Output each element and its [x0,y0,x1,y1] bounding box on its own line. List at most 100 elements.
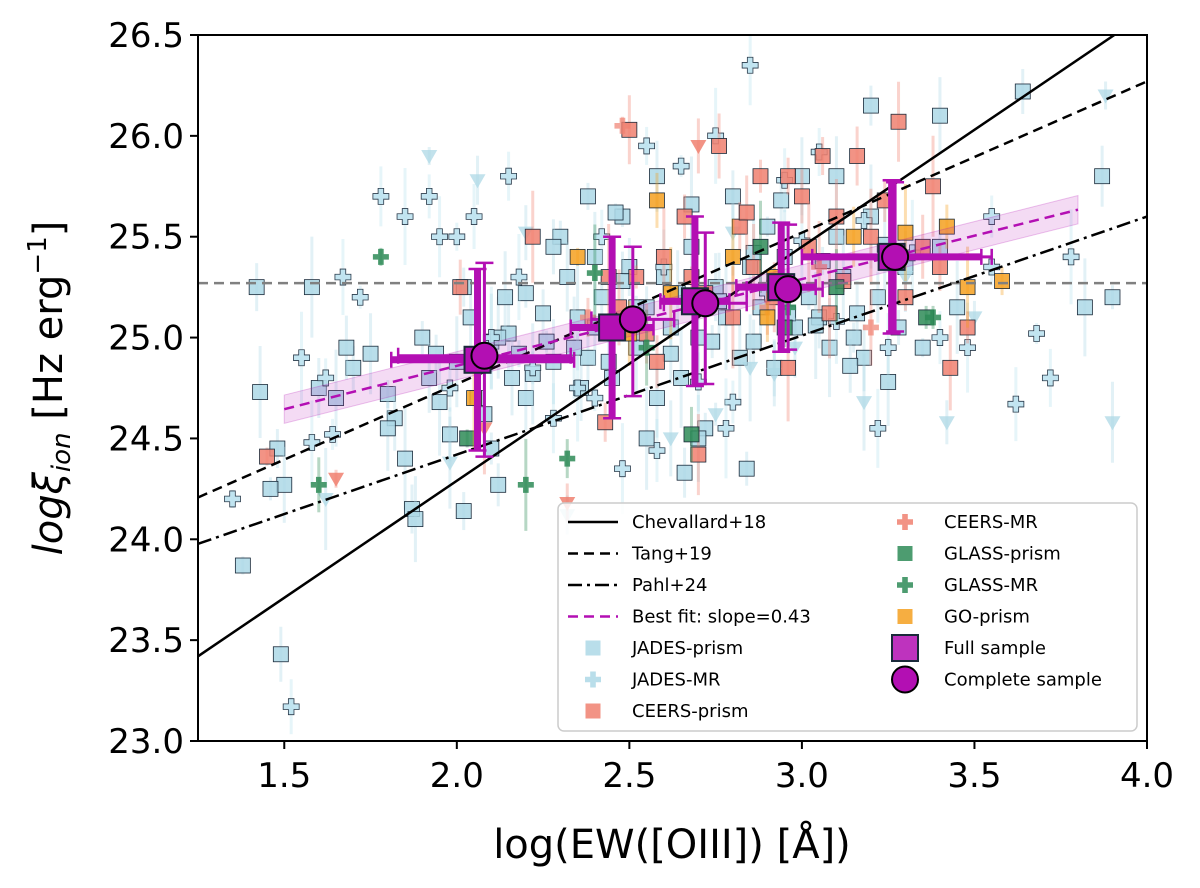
data-point [828,168,845,185]
legend-label: Best fit: slope=0.43 [632,607,811,628]
data-point [1028,325,1045,342]
data-point [863,97,879,114]
y-tick-label: 24.5 [108,419,184,459]
legend-marker-swatch [897,609,913,624]
data-point [863,228,879,245]
data-point [821,305,838,322]
legend-label: CEERS-prism [632,701,748,722]
data-point [759,299,776,316]
legend-item-pahl-24: Pahl+24 [568,575,707,596]
data-point [938,416,955,431]
data-point [614,460,631,478]
y-tick-label: 23.5 [108,621,184,661]
data-point [396,208,414,225]
data-point [845,329,862,346]
data-point [925,309,942,326]
data-point [593,289,610,306]
data-point [845,228,862,245]
data-point [959,339,976,357]
data-point [879,339,897,357]
data-point [1041,369,1059,387]
data-point [293,349,310,367]
data-point [717,419,735,437]
complete-sample-point [470,341,499,370]
data-point [559,450,576,467]
data-point [1104,289,1121,306]
data-point [862,319,879,336]
data-point [752,168,769,185]
data-point [379,386,396,402]
relation-chevallard-18 [198,35,1117,658]
data-point [828,228,845,245]
data-point [673,370,690,386]
legend-item-chevallard-18: Chevallard+18 [568,512,766,533]
data-point [497,289,514,306]
series-jades-mr [224,35,1080,735]
data-point [662,432,679,447]
data-point [362,345,379,362]
data-point [607,204,624,221]
data-point [580,188,596,205]
legend: Chevallard+18 Tang+19 Pahl+24 Best fit: slo… [557,502,1138,732]
data-point [524,359,542,377]
data-point [420,187,438,205]
data-point [303,434,321,451]
data-point [328,472,345,487]
data-point [614,117,631,134]
y-tick-label: 26.5 [108,16,184,56]
x-axis-title: log(EW([OIII]) [Å]) [493,820,851,868]
binned-samples-layer [390,178,993,458]
data-point [780,168,797,185]
legend-item-ceers-prism: CEERS-prism [585,701,748,722]
legend-marker-swatch [585,640,601,656]
data-point [676,464,693,481]
data-point [869,289,886,306]
data-point [1007,395,1025,413]
data-point [586,389,604,407]
data-point [324,425,341,443]
complete-sample-point [774,275,803,304]
data-point [504,370,520,386]
data-point [942,359,959,376]
data-point [759,218,776,235]
data-point [580,349,596,366]
data-point [638,430,655,447]
data-point [593,228,611,246]
data-point [814,148,831,164]
data-point [931,329,949,346]
data-point [649,390,665,406]
data-point [655,248,672,265]
y-axis-title-sub: ion [47,432,77,472]
legend-label: GLASS-prism [944,544,1061,565]
legend-label: Tang+19 [631,544,712,565]
legend-item-complete-sample: Complete sample [891,665,1102,694]
legend-item-glass-prism: GLASS-prism [897,544,1061,565]
data-point [586,248,603,265]
data-point [448,228,466,246]
data-point [517,476,534,493]
data-point [1104,416,1121,431]
data-point [545,409,562,427]
data-point [517,390,534,406]
legend-item-glass-mr: GLASS-MR [897,575,1038,596]
relation-tang-19 [198,80,1147,499]
data-point [869,419,887,437]
data-point [849,305,866,322]
x-tick-label: 2.0 [430,756,484,796]
data-point [431,228,448,246]
data-point [431,394,448,411]
legend-label: CEERS-MR [944,512,1038,533]
data-point [586,265,603,282]
data-point [345,359,362,376]
data-point [856,396,873,411]
data-point [707,408,724,423]
data-point [724,188,741,205]
data-point [638,339,655,356]
data-point [794,188,810,205]
data-point [1097,89,1114,104]
data-point [649,168,665,185]
data-point [925,178,941,195]
legend-item-go-prism: GO-prism [897,607,1030,628]
data-point [738,460,755,477]
legend-label: Complete sample [944,670,1102,691]
